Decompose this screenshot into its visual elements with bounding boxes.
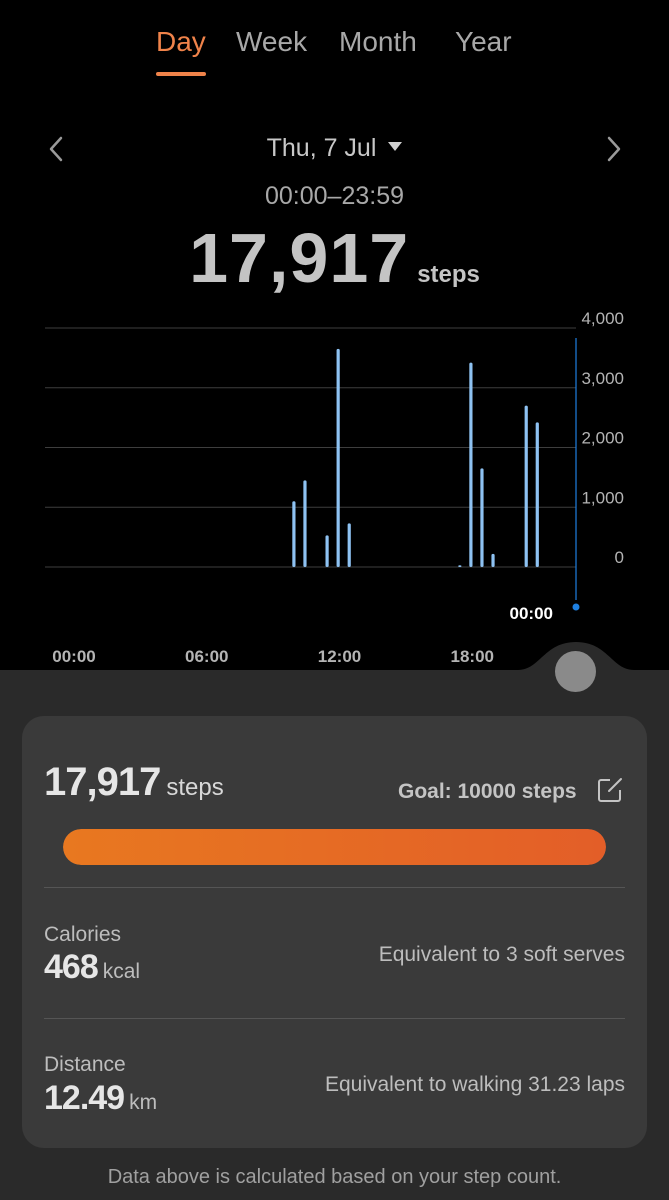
goal-progress-bar xyxy=(63,829,606,865)
summary-steps: 17,917 steps xyxy=(44,760,224,805)
steps-chart: 4,000 3,000 2,000 1,000 0 00:00 06:00 12:00 18:0… xyxy=(45,309,624,666)
x-tick-label: 18:00 xyxy=(451,647,494,666)
total-steps: 17,917 steps xyxy=(0,218,669,298)
total-steps-value: 17,917 xyxy=(189,219,410,297)
tab-week[interactable]: Week xyxy=(236,26,308,57)
time-range: 00:00–23:59 xyxy=(264,182,405,210)
date-selector[interactable]: Thu, 7 Jul xyxy=(0,134,669,163)
total-steps-unit: steps xyxy=(417,261,480,288)
edit-icon[interactable] xyxy=(596,776,624,804)
time-cursor-dot xyxy=(572,603,580,611)
distance-unit: km xyxy=(129,1091,158,1114)
x-tick-label: 06:00 xyxy=(185,647,228,666)
step-bar xyxy=(325,535,329,567)
y-tick-label: 3,000 xyxy=(581,369,624,388)
time-cursor-label: 00:00 xyxy=(510,604,553,623)
tab-month[interactable]: Month xyxy=(339,26,417,57)
step-bar xyxy=(469,362,473,567)
y-tick-label: 4,000 xyxy=(581,309,624,328)
period-tabs: Day Week Month Year xyxy=(0,26,669,86)
step-bar xyxy=(292,501,296,567)
step-bar xyxy=(336,348,340,567)
distance-label: Distance xyxy=(44,1053,126,1076)
timeline-scrubber-handle[interactable] xyxy=(555,651,596,692)
active-tab-indicator xyxy=(156,72,206,76)
calories-value: 468 xyxy=(44,948,99,986)
caret-down-icon xyxy=(388,141,403,151)
distance-value: 12.49 xyxy=(44,1079,125,1117)
goal-progress-fill xyxy=(63,829,606,865)
date-label: Thu, 7 Jul xyxy=(266,134,377,162)
step-bar xyxy=(347,523,351,567)
steps-summary-card: 17,917 steps Goal: 10000 steps Calories 4… xyxy=(22,716,647,1148)
tab-year[interactable]: Year xyxy=(455,26,512,57)
y-tick-label: 2,000 xyxy=(581,429,624,448)
y-tick-label: 1,000 xyxy=(581,488,624,507)
step-bar xyxy=(535,422,539,567)
step-bar xyxy=(458,565,462,567)
step-bar xyxy=(303,480,307,567)
step-bar xyxy=(524,405,528,567)
tab-day[interactable]: Day xyxy=(156,26,206,57)
chevron-right-icon[interactable] xyxy=(598,132,628,166)
distance-value-row: 12.49 km xyxy=(44,1079,157,1118)
summary-steps-value: 17,917 xyxy=(44,760,161,804)
step-bar xyxy=(480,468,484,567)
divider xyxy=(44,887,625,888)
chevron-left-icon[interactable] xyxy=(42,132,72,166)
calories-equivalent: Equivalent to 3 soft serves xyxy=(378,943,625,966)
goal-label: Goal: 10000 steps xyxy=(398,780,577,803)
x-tick-label: 12:00 xyxy=(318,647,361,666)
step-bar xyxy=(491,553,495,567)
summary-steps-unit: steps xyxy=(166,774,224,801)
distance-equivalent: Equivalent to walking 31.23 laps xyxy=(324,1073,625,1096)
calories-label: Calories xyxy=(44,923,122,946)
divider xyxy=(44,1018,625,1019)
y-tick-label: 0 xyxy=(615,548,624,567)
calories-unit: kcal xyxy=(102,960,141,983)
x-tick-label: 00:00 xyxy=(52,647,95,666)
footer-note: Data above is calculated based on your s… xyxy=(107,1166,562,1188)
calories-value-row: 468 kcal xyxy=(44,948,140,987)
